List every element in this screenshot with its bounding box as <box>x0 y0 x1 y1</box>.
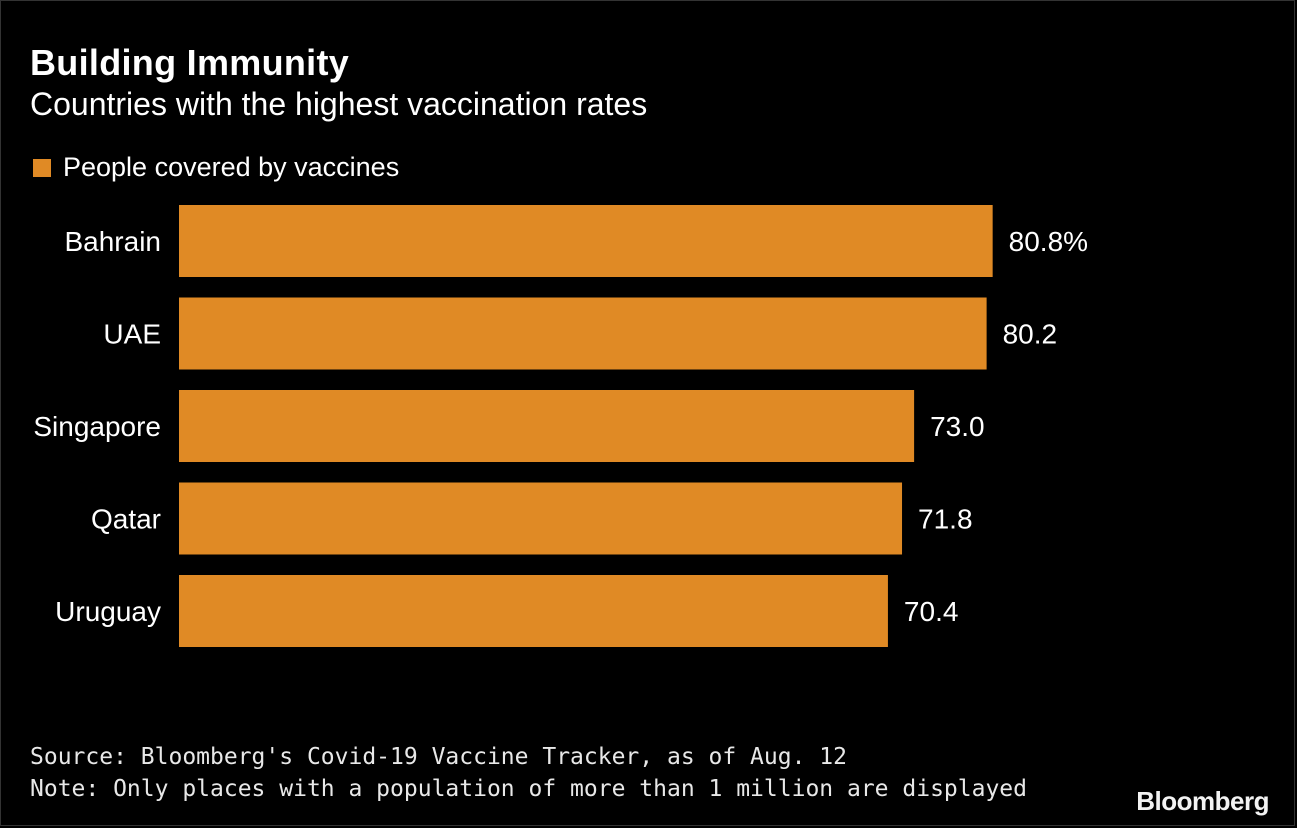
legend-swatch <box>33 158 51 177</box>
value-label: 71.8 <box>918 504 973 535</box>
bar-qatar <box>179 482 903 555</box>
category-label: Qatar <box>91 504 161 535</box>
value-label: 73.0 <box>930 411 985 442</box>
category-label: Singapore <box>33 411 161 442</box>
footnote: Note: Only places with a population of m… <box>30 776 1027 802</box>
bar-uae <box>179 297 987 370</box>
source-note: Source: Bloomberg's Covid-19 Vaccine Tra… <box>30 744 847 770</box>
chart-title: Building Immunity <box>30 42 350 83</box>
legend: People covered by vaccines <box>33 152 399 183</box>
value-label: 70.4 <box>904 596 959 627</box>
chart-subtitle: Countries with the highest vaccination r… <box>30 86 648 122</box>
bar-singapore <box>179 390 915 462</box>
value-label: 80.2 <box>1003 319 1058 350</box>
bar-uruguay <box>179 575 888 647</box>
bar-bahrain <box>179 205 993 277</box>
category-label: UAE <box>103 319 161 350</box>
legend-label: People covered by vaccines <box>63 152 400 182</box>
category-label: Bahrain <box>64 226 161 257</box>
category-label: Uruguay <box>55 596 161 627</box>
bloomberg-logo: Bloomberg <box>1136 786 1269 816</box>
value-label: 80.8% <box>1009 226 1088 257</box>
